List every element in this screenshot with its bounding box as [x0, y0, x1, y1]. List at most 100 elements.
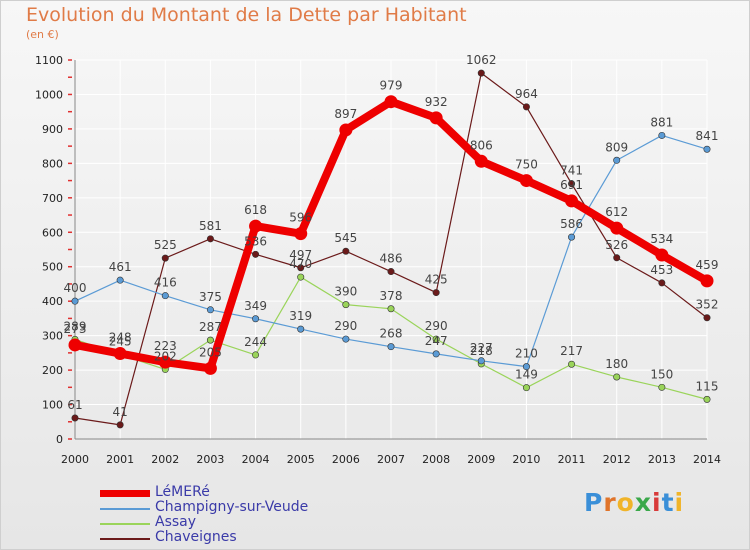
- data-label: 218: [470, 344, 493, 358]
- data-label: 289: [64, 319, 87, 333]
- data-label: 964: [515, 87, 538, 101]
- data-point: [384, 95, 398, 109]
- data-label: 526: [605, 238, 628, 252]
- data-label: 319: [289, 309, 312, 323]
- data-label: 115: [696, 379, 719, 393]
- data-label: 897: [334, 107, 357, 121]
- x-tick-label: 2011: [558, 453, 586, 466]
- data-point: [206, 235, 214, 243]
- data-point: [387, 268, 395, 276]
- y-tick-label: 800: [42, 157, 63, 170]
- data-point: [116, 421, 124, 429]
- data-label: 486: [380, 252, 403, 266]
- data-label: 268: [380, 327, 403, 341]
- x-tick-label: 2010: [512, 453, 540, 466]
- data-point: [703, 395, 711, 403]
- x-tick-label: 2014: [693, 453, 721, 466]
- data-point: [297, 264, 305, 272]
- y-tick-label: 100: [42, 399, 63, 412]
- chart-title: Evolution du Montant de la Dette par Hab…: [26, 4, 467, 26]
- data-point: [658, 279, 666, 287]
- data-point: [158, 355, 172, 369]
- data-point: [703, 314, 711, 322]
- data-point: [522, 363, 530, 371]
- legend-swatch: [100, 523, 150, 525]
- data-label: 244: [244, 335, 267, 349]
- data-point: [432, 289, 440, 297]
- data-point: [339, 123, 353, 137]
- data-point: [658, 131, 666, 139]
- data-label: 612: [605, 205, 628, 219]
- data-point: [477, 69, 485, 77]
- data-point: [297, 325, 305, 333]
- data-label: 287: [199, 320, 222, 334]
- data-label: 545: [334, 231, 357, 245]
- data-label: 581: [199, 219, 222, 233]
- data-label: 1062: [466, 53, 497, 67]
- data-label: 149: [515, 368, 538, 382]
- data-point: [519, 174, 533, 188]
- data-label: 210: [515, 347, 538, 361]
- y-tick-label: 300: [42, 330, 63, 343]
- data-label: 461: [109, 260, 132, 274]
- x-tick-label: 2013: [648, 453, 676, 466]
- x-tick-label: 2007: [377, 453, 405, 466]
- data-point: [161, 254, 169, 262]
- data-point: [252, 351, 260, 359]
- data-point: [116, 276, 124, 284]
- data-point: [568, 233, 576, 241]
- y-tick-label: 1000: [35, 88, 63, 101]
- data-label: 534: [650, 232, 673, 246]
- data-point: [252, 315, 260, 323]
- data-label: 536: [244, 234, 267, 248]
- data-point: [658, 383, 666, 391]
- data-label: 245: [109, 335, 132, 349]
- data-point: [703, 145, 711, 153]
- y-tick-label: 900: [42, 123, 63, 136]
- logo-letter: P: [584, 488, 604, 517]
- data-point: [297, 273, 305, 281]
- legend-label: Champigny-sur-Veude: [155, 499, 309, 515]
- data-label: 841: [696, 129, 719, 143]
- x-tick-label: 2000: [61, 453, 89, 466]
- proxiti-logo: Proxiti: [584, 488, 684, 517]
- data-point: [206, 306, 214, 314]
- logo-letter: o: [616, 488, 635, 517]
- data-label: 202: [154, 349, 177, 363]
- data-label: 248: [109, 331, 132, 345]
- x-tick-label: 2008: [422, 453, 450, 466]
- data-label: 416: [154, 276, 177, 290]
- data-point: [565, 194, 579, 208]
- data-point: [610, 221, 624, 235]
- data-point: [342, 247, 350, 255]
- x-tick-label: 2001: [106, 453, 134, 466]
- data-label: 618: [244, 203, 267, 217]
- legend-swatch: [100, 508, 150, 510]
- x-tick-label: 2009: [467, 453, 495, 466]
- data-label: 378: [380, 289, 403, 303]
- data-point: [474, 154, 488, 168]
- data-label: 750: [515, 158, 538, 172]
- x-tick-label: 2005: [287, 453, 315, 466]
- y-tick-label: 500: [42, 261, 63, 274]
- y-tick-label: 400: [42, 295, 63, 308]
- data-point: [71, 414, 79, 422]
- logo-letter: i: [674, 488, 685, 517]
- data-label: 459: [696, 258, 719, 272]
- data-point: [432, 335, 440, 343]
- data-label: 180: [605, 357, 628, 371]
- legend-swatch: [100, 538, 150, 540]
- data-point: [613, 254, 621, 262]
- data-label: 217: [560, 344, 583, 358]
- y-tick-label: 1100: [35, 54, 63, 67]
- x-tick-label: 2003: [196, 453, 224, 466]
- data-point: [568, 360, 576, 368]
- data-point: [387, 305, 395, 313]
- data-label: 349: [244, 299, 267, 313]
- logo-letter: i: [652, 488, 662, 517]
- data-point: [522, 384, 530, 392]
- data-point: [655, 248, 669, 262]
- data-label: 586: [560, 217, 583, 231]
